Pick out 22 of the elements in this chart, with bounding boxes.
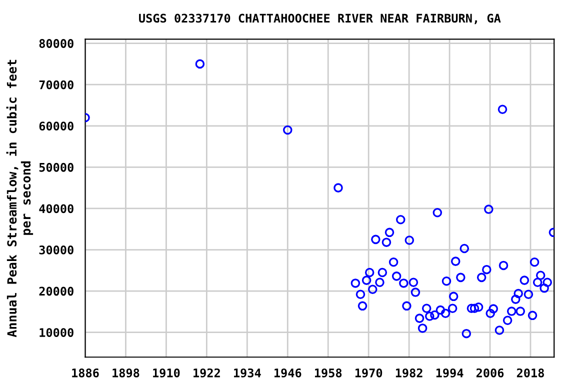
x-tick-label: 2018 [516,368,544,378]
y-tick-label: 30000 [39,245,74,254]
x-tick-label: 1886 [72,368,99,378]
x-tick-label: 1898 [112,368,140,378]
x-tick-label: 1994 [436,368,464,378]
y-tick-label: 80000 [39,39,74,48]
y-tick-label: 70000 [39,80,74,90]
chart-title: USGS 02337170 CHATTAHOOCHEE RIVER NEAR FAIRBURN, GA [139,14,501,24]
x-tick-label: 1982 [396,368,422,378]
y-tick-label: 50000 [39,162,74,172]
x-tick-label: 1958 [314,368,342,378]
y-tick-label: 60000 [39,122,74,131]
y-tick-label: 10000 [40,328,74,337]
y-tick-label: 40000 [39,204,74,214]
x-tick-label: 1946 [274,368,302,378]
x-tick-label: 1910 [153,368,180,378]
y-axis-title: Annual Peak Streamflow, in cubic feet per second [6,60,34,338]
x-tick-label: 2006 [476,368,504,378]
x-tick-label: 1970 [355,368,382,378]
x-tick-label: 1922 [194,368,220,378]
y-tick-label: 20000 [39,286,74,296]
x-tick-label: 1934 [234,368,261,378]
